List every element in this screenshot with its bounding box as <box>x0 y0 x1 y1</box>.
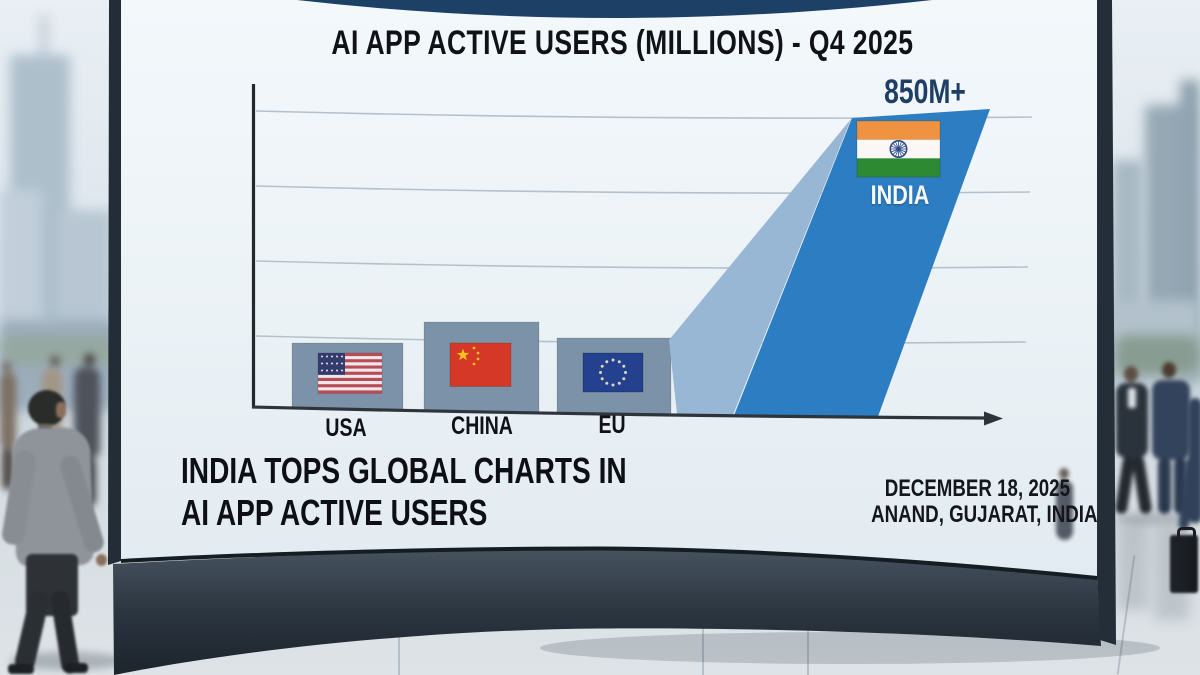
top-banner-arc <box>297 0 932 18</box>
headline: INDIA TOPS GLOBAL CHARTS IN AI APP ACTIV… <box>181 450 627 534</box>
india-value-label: 850M+ <box>884 73 966 111</box>
floor-reflection <box>1155 525 1189 620</box>
floor-tile-line <box>702 628 704 675</box>
billboard-base <box>113 548 1101 675</box>
x-axis-arrow-icon <box>984 411 1003 426</box>
billboard-frame-right <box>1097 0 1116 645</box>
floor-reflection <box>1118 520 1148 610</box>
dateline-line2: ANAND, GUJARAT, INDIA <box>871 501 1098 528</box>
dateline: DECEMBER 18, 2025 ANAND, GUJARAT, INDIA <box>871 475 1098 528</box>
floor-tile-line <box>398 635 400 675</box>
building <box>42 15 46 75</box>
headline-line2: AI APP ACTIVE USERS <box>181 492 488 533</box>
bar-label-eu: EU <box>598 411 626 439</box>
floor-tile-line <box>807 622 809 675</box>
billboard-base-seam <box>120 546 1098 580</box>
chart-title: AI APP ACTIVE USERS (MILLIONS) - Q4 2025 <box>331 24 914 62</box>
billboard-frame-left <box>108 0 121 565</box>
foreground-man <box>0 384 118 675</box>
india-flag-icon <box>856 120 941 178</box>
china-flag-icon <box>449 342 512 387</box>
dateline-line1: DECEMBER 18, 2025 <box>884 475 1070 502</box>
us-flag-icon <box>317 352 383 394</box>
headline-line1: INDIA TOPS GLOBAL CHARTS IN <box>181 450 627 491</box>
bar-label-usa: USA <box>325 414 367 442</box>
briefcase <box>1170 535 1198 593</box>
bar-label-china: CHINA <box>451 412 513 440</box>
eu-flag-icon <box>582 352 644 393</box>
india-spike <box>734 109 990 417</box>
india-bar-label: INDIA <box>870 180 930 210</box>
briefcase-handle <box>1177 527 1196 539</box>
india-spike-shadow <box>669 119 851 415</box>
x-axis <box>251 405 987 420</box>
billboard-shadow <box>540 632 1160 664</box>
